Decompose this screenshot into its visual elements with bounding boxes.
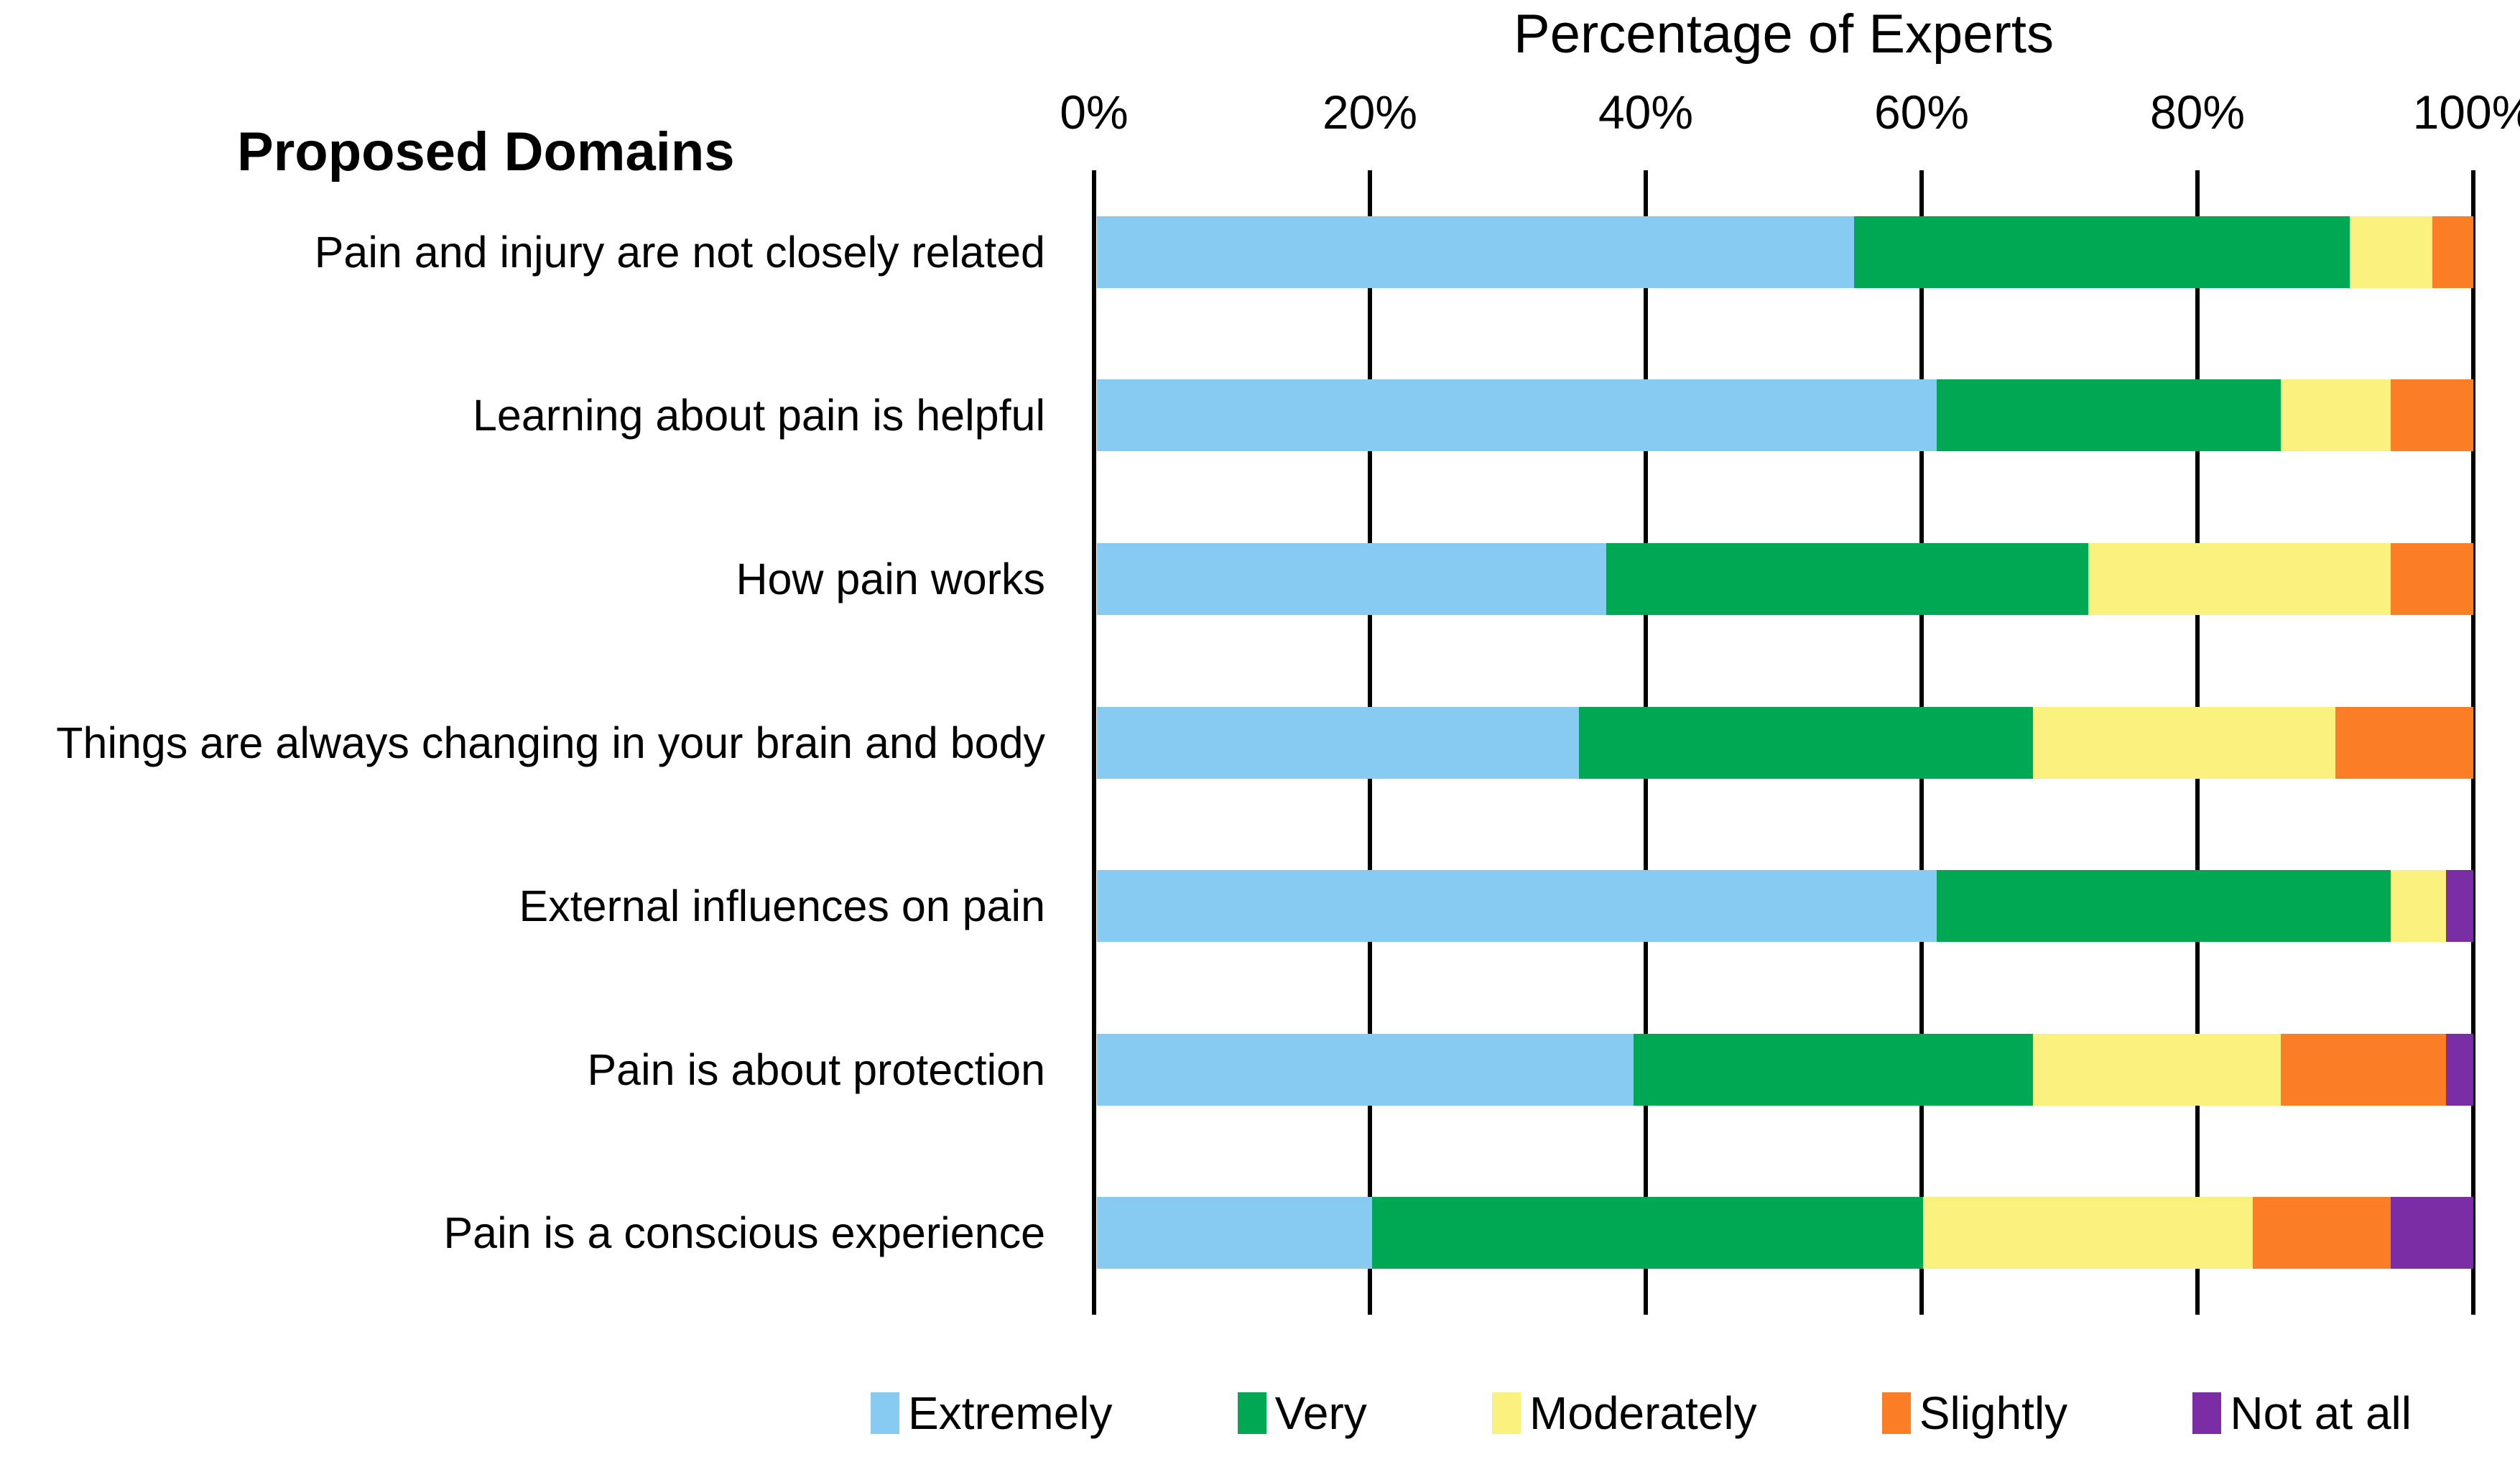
legend-item: Extremely: [871, 1387, 1113, 1440]
category-label: Pain and injury are not closely related: [314, 227, 1045, 277]
x-tick-label: 20%: [1322, 85, 1418, 139]
category-label: How pain works: [736, 554, 1045, 603]
stacked-bar: [1097, 542, 2473, 615]
category-label: Learning about pain is helpful: [473, 391, 1045, 440]
bar-segment-extremely: [1097, 1033, 1634, 1106]
legend-swatch: [1881, 1392, 1911, 1434]
legend-label: Very: [1274, 1387, 1367, 1439]
stacked-bar: [1097, 216, 2473, 288]
bar-segment-extremely: [1097, 379, 1937, 452]
bar-segment-extremely: [1097, 706, 1579, 779]
bar-segment-slightly: [2432, 216, 2473, 288]
bar-segment-slightly: [2280, 1033, 2446, 1106]
x-axis-tick-labels: 0% 20% 40% 60% 80% 100%: [1060, 85, 2520, 142]
axis-title: Percentage of Experts: [1514, 4, 2054, 65]
bar-segment-moderately: [2349, 216, 2432, 288]
legend-item: Not at all: [2192, 1387, 2412, 1440]
bar-segment-not-at-all: [2445, 870, 2473, 943]
bar-segment-moderately: [2391, 870, 2446, 943]
category-label: External influences on pain: [519, 882, 1045, 931]
category-label: Pain is about protection: [587, 1045, 1045, 1094]
legend-label: Extremely: [908, 1387, 1113, 1439]
bar-segment-very: [1606, 542, 2088, 615]
legend-swatch: [871, 1392, 899, 1434]
bar-segment-moderately: [2032, 706, 2336, 779]
legend-label: Moderately: [1529, 1387, 1757, 1439]
legend-item: Very: [1237, 1387, 1367, 1440]
legend-swatch: [2192, 1392, 2222, 1434]
bar-segment-extremely: [1097, 1197, 1373, 1269]
stacked-bar: [1097, 870, 2473, 943]
x-tick-label: 80%: [2149, 85, 2246, 139]
category-label: Things are always changing in your brain…: [56, 718, 1045, 767]
gridline: [2471, 170, 2475, 1315]
bar-segment-slightly: [2391, 542, 2473, 615]
legend: Extremely Very Moderately Slightly Not at al…: [871, 1387, 2412, 1440]
bar-segment-slightly: [2391, 379, 2473, 452]
category-label: Pain is a conscious experience: [443, 1208, 1045, 1258]
category-labels: Pain and injury are not closely related L…: [0, 170, 1045, 1315]
bar-segment-very: [1372, 1197, 1923, 1269]
bar-segment-very: [1936, 870, 2391, 943]
legend-label: Slightly: [1919, 1387, 2068, 1439]
bar-segment-not-at-all: [2445, 1033, 2473, 1106]
bar-segment-slightly: [2253, 1197, 2391, 1269]
bar-segment-very: [1853, 216, 2350, 288]
stacked-bar: [1097, 1033, 2473, 1106]
stacked-bar: [1097, 1197, 2473, 1269]
bar-segment-moderately: [1922, 1197, 2253, 1269]
bar-segment-moderately: [2280, 379, 2391, 452]
bar-segment-very: [1578, 706, 2033, 779]
bar-segment-very: [1634, 1033, 2033, 1106]
gridline: [1092, 170, 1096, 1315]
bar-segment-extremely: [1097, 870, 1937, 943]
bar-segment-moderately: [2032, 1033, 2281, 1106]
x-tick-label: 40%: [1598, 85, 1694, 139]
bar-segment-not-at-all: [2391, 1197, 2473, 1269]
plot-area: [1092, 170, 2475, 1315]
legend-item: Slightly: [1881, 1387, 2068, 1440]
legend-swatch: [1237, 1392, 1266, 1434]
bar-segment-slightly: [2335, 706, 2473, 779]
proposed-domains-header: Proposed Domains: [237, 121, 735, 182]
legend-swatch: [1492, 1392, 1521, 1434]
bar-segment-moderately: [2088, 542, 2391, 615]
bar-segment-very: [1936, 379, 2281, 452]
legend-item: Moderately: [1492, 1387, 1757, 1440]
bar-segment-extremely: [1097, 216, 1854, 288]
x-tick-label: 60%: [1873, 85, 1970, 139]
x-tick-label: 0%: [1060, 85, 1129, 139]
x-tick-label: 100%: [2412, 85, 2520, 139]
bar-segment-extremely: [1097, 542, 1606, 615]
stacked-bar: [1097, 379, 2473, 452]
legend-label: Not at all: [2230, 1387, 2412, 1439]
stacked-bar: [1097, 706, 2473, 779]
